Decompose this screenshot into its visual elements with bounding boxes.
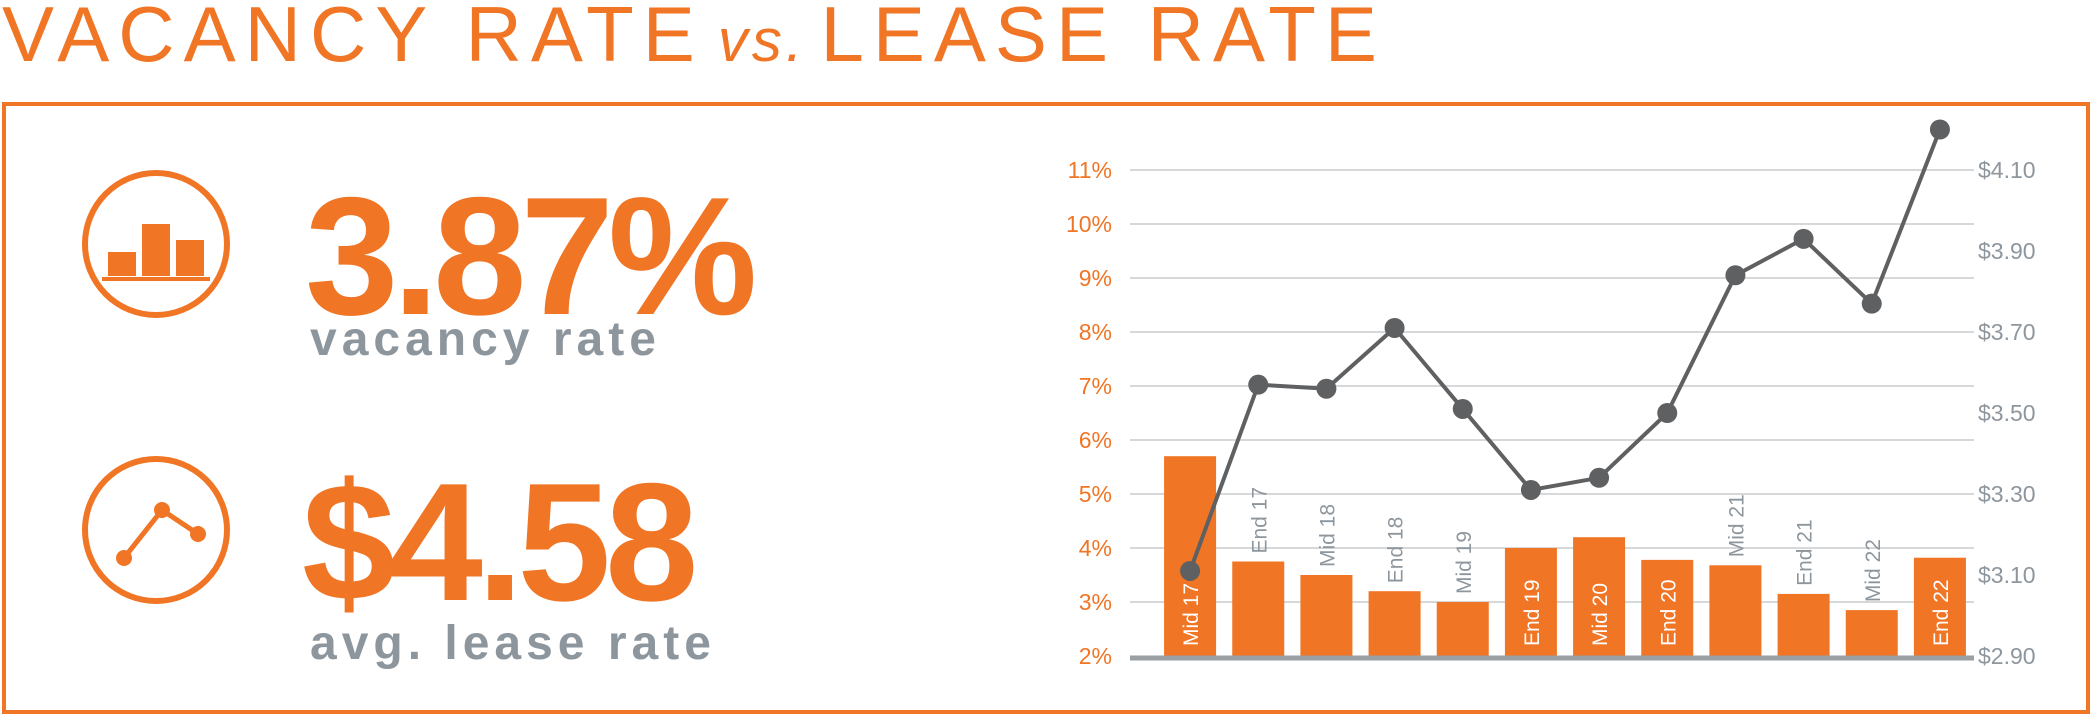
left-tick-label: 3% [1079, 589, 1112, 615]
title-part-1: VACANCY RATE [2, 0, 704, 78]
right-tick-label: $4.10 [1978, 157, 2036, 183]
lease-rate-point [1793, 228, 1814, 249]
category-label: End 21 [1794, 519, 1817, 586]
right-tick-label: $3.30 [1978, 481, 2036, 507]
category-label: Mid 20 [1589, 583, 1612, 646]
bar [1709, 565, 1762, 656]
vacancy-lease-chart: 2% 3% 4% 5% 6% 7% 8% 9% 10% 11% $2.90 $3.10 $3.30 $3.… [1066, 119, 2036, 669]
lease-rate-point [1520, 479, 1541, 500]
bar [1641, 559, 1694, 656]
category-label: End 22 [1930, 579, 1953, 646]
bar [1845, 610, 1898, 656]
lease-rate-point [1929, 119, 1950, 140]
lease-rate-point [1861, 293, 1882, 314]
right-tick-label: $3.70 [1978, 319, 2036, 345]
bar [1436, 602, 1489, 656]
category-label: End 18 [1385, 517, 1408, 584]
category-label: Mid 18 [1316, 504, 1339, 567]
lease-rate-line [1188, 128, 1942, 572]
left-tick-label: 7% [1079, 373, 1112, 399]
bar [1504, 548, 1557, 656]
category-label: End 17 [1248, 487, 1271, 554]
right-tick-label: $3.10 [1978, 562, 2036, 588]
bar [1164, 456, 1217, 656]
bar [1368, 591, 1421, 656]
category-label: Mid 21 [1725, 494, 1748, 557]
lease-rate-point [1316, 378, 1337, 399]
lease-rate-point [1180, 560, 1201, 581]
lease-rate-point [1725, 265, 1746, 286]
left-tick-label: 2% [1079, 643, 1112, 669]
lease-rate-point [1657, 403, 1678, 423]
left-tick-label: 9% [1079, 265, 1112, 291]
category-label: Mid 22 [1862, 539, 1885, 602]
right-tick-label: $3.50 [1978, 400, 2036, 426]
lease-rate-point [1589, 467, 1610, 488]
bar [1777, 593, 1830, 656]
lease-rate-value: $4.58 [302, 448, 698, 636]
vacancy-rate-label: vacancy rate [310, 313, 661, 366]
left-tick-label: 8% [1079, 319, 1112, 345]
lease-rate-label: avg. lease rate [310, 617, 716, 670]
category-label: End 20 [1657, 579, 1680, 646]
title-part-2: LEASE RATE [820, 0, 1386, 78]
bar [1300, 575, 1353, 656]
bar-chart-icon [82, 170, 230, 318]
content-frame [2, 102, 2090, 714]
left-tick-label: 5% [1079, 481, 1112, 507]
right-tick-label: $3.90 [1978, 238, 2036, 264]
left-tick-label: 6% [1079, 427, 1112, 453]
bar [1913, 557, 1966, 656]
vacancy-rate-value: 3.87% [305, 162, 757, 350]
category-label: Mid 17 [1180, 583, 1203, 646]
category-label: Mid 19 [1453, 531, 1476, 594]
lease-rate-point [1452, 398, 1473, 419]
left-tick-label: 11% [1068, 157, 1112, 183]
page-title: VACANCY RATE vs. LEASE RATE [2, 0, 1386, 82]
title-vs: vs. [717, 7, 807, 74]
lease-rate-point [1384, 317, 1405, 338]
bar [1573, 537, 1626, 656]
lease-rate-point [1248, 374, 1269, 395]
line-chart-icon [82, 456, 230, 604]
right-tick-label: $2.90 [1978, 643, 2036, 669]
left-tick-label: 10% [1066, 211, 1112, 237]
bar [1232, 561, 1285, 656]
category-label: End 19 [1521, 579, 1544, 646]
left-tick-label: 4% [1079, 535, 1112, 561]
